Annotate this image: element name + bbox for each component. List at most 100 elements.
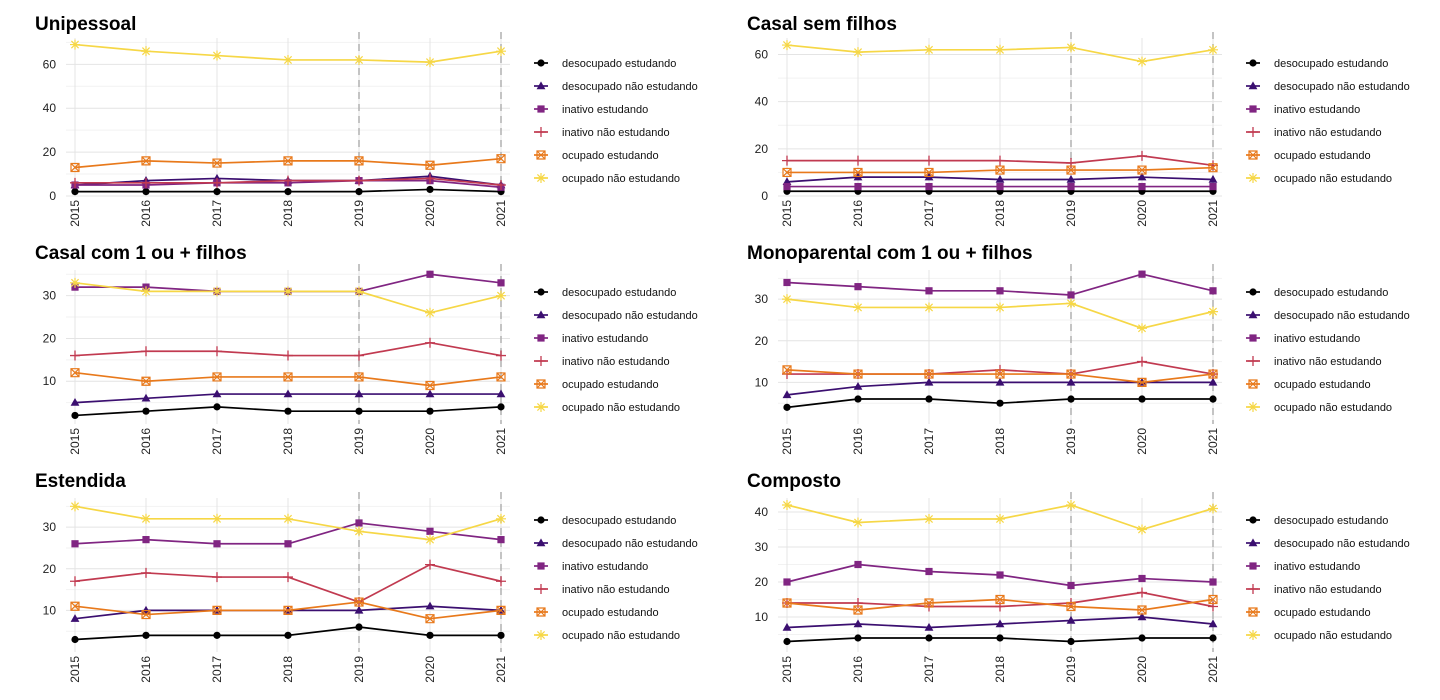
data-point [995, 619, 1005, 628]
data-point [995, 44, 1005, 55]
data-point [426, 631, 434, 639]
data-point [212, 177, 222, 188]
legend-key-marker [536, 630, 546, 640]
series-desocupado-não-estudando [782, 612, 1218, 631]
data-point [71, 540, 79, 548]
legend-label: desocupado não estudando [562, 538, 698, 550]
data-point [1066, 174, 1076, 183]
data-point [70, 39, 80, 50]
data-point [212, 346, 222, 357]
legend-key-marker [1249, 59, 1257, 67]
legend: desocupado estudando desocupado não estud… [534, 287, 698, 414]
y-tick-label: 20 [755, 142, 769, 156]
data-point [426, 270, 434, 278]
data-point [70, 162, 80, 173]
legend: desocupado estudando desocupado não estud… [1246, 515, 1410, 642]
data-point [212, 513, 222, 524]
y-tick-label: 60 [755, 48, 769, 62]
data-point [782, 155, 792, 166]
x-tick-label: 2017 [210, 656, 224, 683]
legend-label: desocupado não estudando [1274, 310, 1410, 322]
data-point [354, 605, 364, 614]
data-point [354, 156, 364, 166]
data-point [354, 372, 364, 382]
data-point [995, 369, 1005, 379]
legend-key-marker [536, 81, 546, 90]
panel-estendida: Estendida 10 20 30 2015 2016 2017 2018 2019 2020 2… [35, 471, 698, 683]
legend-key-marker [1248, 607, 1258, 617]
y-tick-label: 10 [43, 603, 57, 617]
data-point [141, 393, 151, 402]
data-point [1137, 356, 1147, 367]
data-point [141, 567, 151, 578]
x-tick-label: 2018 [281, 428, 295, 455]
legend-label: ocupado estudando [1274, 379, 1371, 391]
data-point [1067, 182, 1075, 191]
data-point [1138, 634, 1146, 642]
data-point [1138, 574, 1146, 583]
data-point [1208, 44, 1218, 55]
data-point [783, 637, 791, 646]
data-point [924, 167, 934, 178]
legend: desocupado estudando desocupado não estud… [534, 515, 698, 642]
y-tick-label: 20 [43, 331, 57, 345]
data-point [1067, 637, 1075, 646]
data-point [212, 389, 222, 398]
data-point [925, 634, 933, 642]
data-point [996, 399, 1004, 407]
x-tick-label: 2019 [352, 656, 366, 683]
data-point [425, 307, 435, 318]
data-point [355, 407, 363, 415]
legend-label: ocupado não estudando [1274, 402, 1392, 414]
data-point [425, 601, 435, 610]
data-point [283, 372, 293, 382]
legend-label: ocupado estudando [562, 379, 659, 391]
data-point [853, 619, 863, 628]
data-point [283, 156, 293, 166]
data-point [995, 155, 1005, 166]
data-point [212, 286, 222, 297]
data-point [425, 614, 435, 624]
data-point [1067, 291, 1075, 299]
data-point [783, 182, 791, 191]
y-tick-label: 20 [755, 334, 769, 348]
legend-key-marker [1248, 538, 1258, 547]
data-point [283, 286, 293, 297]
data-point [853, 167, 863, 178]
legend-key-marker [537, 105, 545, 113]
data-point [1208, 369, 1218, 379]
data-point [425, 380, 435, 391]
x-tick-label: 2019 [1064, 656, 1078, 683]
data-point [212, 572, 222, 583]
data-point [854, 560, 862, 569]
legend-key-marker [1249, 562, 1257, 570]
series-inativo-não-estudando [70, 337, 506, 361]
series-desocupado-estudando [71, 403, 505, 420]
y-tick-label: 0 [761, 189, 768, 203]
data-point [1138, 182, 1146, 191]
data-point [496, 605, 506, 615]
data-point [924, 598, 934, 608]
series-ocupado-não-estudando [70, 39, 506, 68]
data-point [925, 287, 933, 295]
y-tick-label: 20 [43, 562, 57, 576]
panel-title: Casal sem filhos [747, 14, 897, 35]
data-point [212, 50, 222, 61]
data-point [70, 576, 80, 587]
data-point [1208, 160, 1218, 171]
data-point [497, 279, 505, 287]
x-tick-label: 2018 [281, 200, 295, 227]
data-point [141, 346, 151, 357]
x-tick-label: 2019 [1064, 428, 1078, 455]
legend-label: desocupado não estudando [562, 310, 698, 322]
data-point [995, 302, 1005, 313]
series-ocupado-estudando [70, 154, 506, 173]
legend-label: desocupado estudando [1274, 515, 1388, 527]
legend-label: ocupado não estudando [1274, 630, 1392, 642]
legend-key-marker [1248, 379, 1258, 389]
x-tick-label: 2015 [780, 428, 794, 455]
data-point [71, 188, 79, 196]
legend-key-marker [1248, 630, 1258, 640]
x-tick-label: 2020 [1135, 428, 1149, 455]
data-point [1066, 369, 1076, 379]
